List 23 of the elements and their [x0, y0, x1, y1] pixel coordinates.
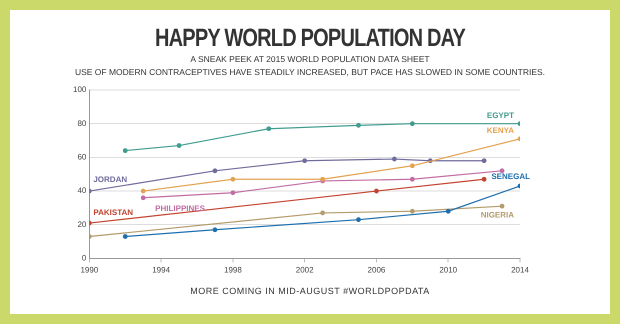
y-tick-label: 100	[72, 85, 87, 94]
y-tick-label: 0	[82, 254, 87, 263]
y-tick-label: 80	[77, 118, 87, 128]
x-tick-label: 2002	[296, 265, 314, 274]
series-label: SENEGAL	[491, 172, 530, 182]
chart-subtitle: A SNEAK PEEK AT 2015 WORLD POPULATION DATA SHEET USE OF MODERN CONTRACEPTIVES HAVE STEADILY INCREASED, BUT PACE HAS SLOWED IN SOME COUNTRIES.	[74, 53, 546, 79]
x-tick-label: 2014	[511, 265, 530, 274]
series-label: JORDAN	[93, 175, 128, 184]
y-tick-label: 40	[77, 186, 87, 196]
text: MORE COMING IN MID-AUGUST #WORLDPOPDATA	[189, 286, 431, 296]
x-tick-label: 2006	[368, 265, 386, 274]
y-tick-label: 20	[77, 220, 87, 229]
series-label: NIGERIA	[480, 210, 514, 220]
x-tick-label: 2010	[439, 265, 458, 274]
x-tick-label: 1998	[224, 265, 242, 274]
series-label: PHILIPPINES	[155, 204, 206, 213]
x-tick-label: 1994	[152, 265, 171, 274]
series-label: EGYPT	[486, 110, 514, 120]
series-label: KENYA	[486, 126, 514, 136]
chart-title: HAPPY WORLD POPULATION DAY	[154, 24, 466, 53]
y-tick-label: 60	[77, 152, 87, 162]
series-label: PAKISTAN	[93, 208, 134, 218]
x-tick-label: 1990	[80, 265, 99, 274]
